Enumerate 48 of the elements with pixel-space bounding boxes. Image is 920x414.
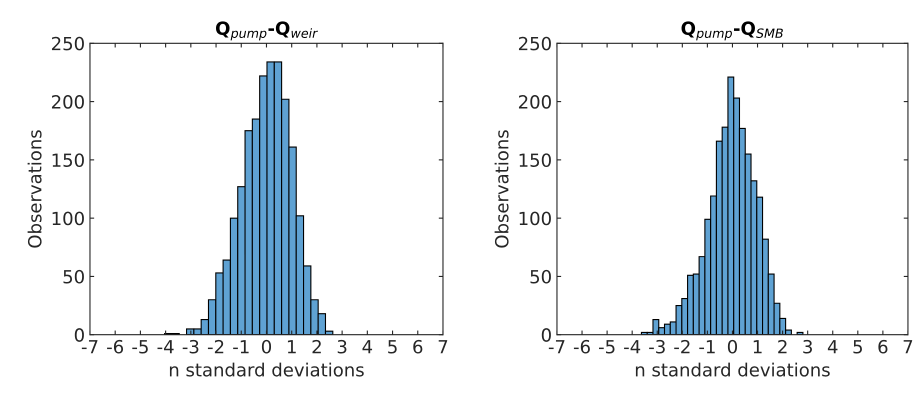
x-tick-label: -7 <box>82 340 98 354</box>
y-tick-label: 250 <box>518 36 551 50</box>
x-tick-label: 6 <box>413 340 422 354</box>
x-tick-label: -1 <box>699 340 715 354</box>
y-tick-label: 100 <box>52 212 84 226</box>
x-tick-label: -3 <box>649 340 665 354</box>
chart-title: Q$_{pump}$-Q$_{SMB}$ <box>682 21 783 40</box>
y-tick-label: 0 <box>542 328 551 342</box>
x-tick-label: 7 <box>904 340 912 354</box>
chart-title: Q$_{pump}$-Q$_{weir}$ <box>216 21 318 40</box>
x-tick-label: 6 <box>878 340 888 354</box>
x-tick-label: 2 <box>778 340 787 354</box>
x-tick-label: 4 <box>828 340 838 354</box>
x-tick-label: -4 <box>624 340 640 354</box>
x-tick-label: -6 <box>574 340 590 354</box>
x-tick-label: 4 <box>362 340 372 354</box>
x-tick-label: 3 <box>338 340 346 354</box>
x-tick-label: 5 <box>853 340 862 354</box>
x-tick-label: -2 <box>674 340 690 354</box>
x-tick-label: 1 <box>754 340 762 354</box>
y-tick-label: 250 <box>52 36 84 50</box>
y-tick-label: 150 <box>52 153 84 167</box>
y-tick-label: 150 <box>520 153 551 167</box>
x-tick-label: -1 <box>233 340 249 354</box>
y-tick-label: 0 <box>74 328 84 342</box>
x-tick-label: 0 <box>262 340 272 354</box>
x-axis-title: n standard deviations <box>170 362 364 377</box>
x-tick-label: -5 <box>598 340 615 354</box>
x-tick-label: -2 <box>208 340 224 354</box>
x-tick-label: -7 <box>548 340 564 354</box>
y-tick-label: 50 <box>530 270 551 284</box>
x-tick-label: 2 <box>312 340 321 354</box>
x-tick-label: 0 <box>728 340 738 354</box>
y-tick-label: 100 <box>520 212 551 226</box>
x-tick-label: -3 <box>182 340 198 354</box>
x-tick-label: 1 <box>288 340 296 354</box>
x-tick-label: -5 <box>132 340 148 354</box>
y-axis-title: Observations <box>494 130 509 248</box>
y-tick-label: 200 <box>52 95 84 109</box>
x-tick-label: -4 <box>158 340 174 354</box>
x-tick-label: 5 <box>388 340 397 354</box>
x-tick-label: 7 <box>438 340 448 354</box>
y-tick-label: 200 <box>518 95 551 109</box>
x-tick-label: 3 <box>803 340 812 354</box>
x-tick-label: -6 <box>107 340 124 354</box>
y-tick-label: 50 <box>64 270 84 284</box>
x-axis-title: n standard deviations <box>636 362 830 377</box>
y-axis-title: Observations <box>28 130 42 248</box>
